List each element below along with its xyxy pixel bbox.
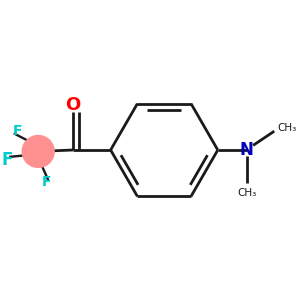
Text: CH₃: CH₃ [277, 123, 296, 133]
Text: F: F [42, 175, 51, 189]
Text: CH₃: CH₃ [237, 188, 256, 198]
Text: N: N [240, 141, 254, 159]
Text: O: O [65, 96, 81, 114]
Text: F: F [13, 124, 22, 138]
Circle shape [22, 136, 54, 167]
Text: F: F [2, 151, 13, 169]
